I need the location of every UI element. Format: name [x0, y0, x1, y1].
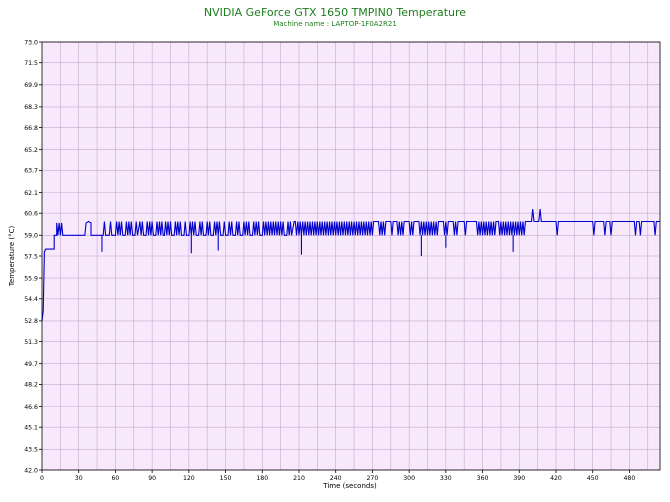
chart-title: NVIDIA GeForce GTX 1650 TMPIN0 Temperatu…: [203, 6, 467, 19]
chart-subtitle: Machine name : LAPTOP-1F0A2R21: [273, 20, 397, 28]
x-tick-label: 300: [403, 475, 415, 482]
y-tick-label: 60.6: [24, 211, 38, 218]
y-tick-label: 49.7: [24, 361, 38, 368]
x-tick-label: 180: [256, 475, 268, 482]
y-tick-label: 52.8: [24, 318, 38, 325]
x-tick-label: 120: [183, 475, 195, 482]
x-tick-label: 30: [75, 475, 83, 482]
x-tick-label: 330: [440, 475, 452, 482]
temperature-series-line: [41, 209, 660, 321]
y-tick-label: 71.5: [24, 60, 38, 67]
x-tick-label: 90: [148, 475, 156, 482]
y-tick-label: 54.4: [24, 296, 38, 303]
x-tick-label: 150: [220, 475, 232, 482]
x-tick-label: 240: [330, 475, 342, 482]
y-tick-label: 57.5: [24, 253, 38, 260]
y-tick-label: 48.2: [24, 382, 38, 389]
y-tick-label: 51.3: [24, 339, 38, 346]
y-axis-label: Temperature (°C): [8, 226, 16, 288]
y-tick-label: 73.0: [24, 39, 38, 46]
y-tick-label: 68.3: [24, 104, 38, 111]
x-axis-label: Time (seconds): [322, 482, 377, 490]
y-tick-label: 46.6: [24, 404, 38, 411]
x-tick-label: 450: [587, 475, 599, 482]
y-tick-label: 66.8: [24, 125, 38, 132]
y-tick-label: 45.1: [24, 425, 38, 432]
y-tick-label: 62.1: [24, 190, 38, 197]
x-tick-label: 480: [623, 475, 635, 482]
y-tick-label: 55.9: [24, 275, 38, 282]
y-tick-label: 65.2: [24, 147, 38, 154]
y-tick-label: 69.9: [24, 82, 38, 89]
x-tick-label: 420: [550, 475, 562, 482]
y-tick-label: 59.0: [24, 233, 38, 240]
y-tick-label: 42.0: [24, 467, 38, 474]
x-tick-label: 270: [367, 475, 379, 482]
x-tick-label: 60: [111, 475, 119, 482]
x-tick-label: 360: [477, 475, 489, 482]
y-tick-label: 43.5: [24, 447, 38, 454]
x-tick-label: 390: [513, 475, 525, 482]
x-tick-label: 0: [40, 475, 44, 482]
y-tick-label: 63.7: [24, 168, 38, 175]
x-tick-label: 210: [293, 475, 305, 482]
